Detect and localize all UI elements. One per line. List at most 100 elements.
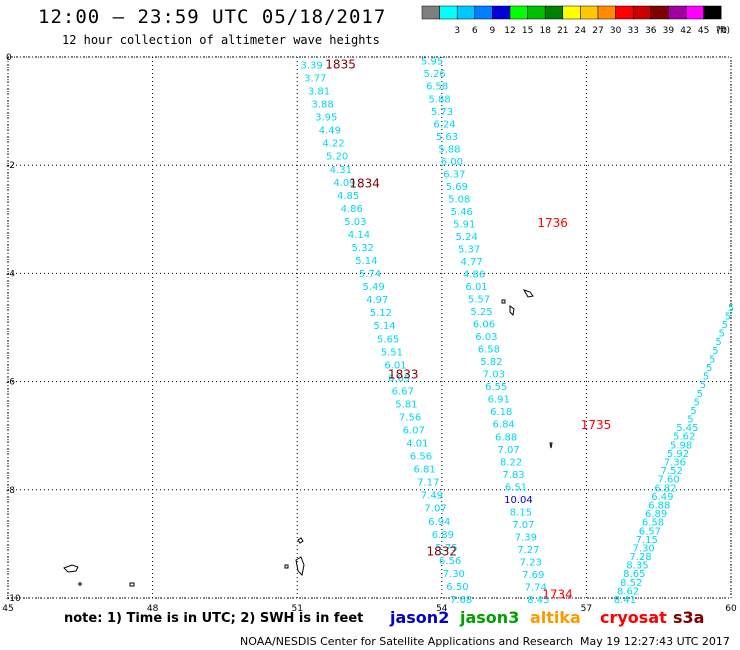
wave-height-label: 4.86 <box>463 270 485 281</box>
wave-height-label: 7.60 <box>657 475 679 486</box>
pass-time-label: 1736 <box>537 216 568 230</box>
wave-height-label: 5.03 <box>344 217 366 228</box>
legend-tick-label: 27 <box>592 26 603 36</box>
lon-tick-label: 60 <box>725 604 737 614</box>
wave-height-label: 5 <box>712 346 718 357</box>
wave-height-label: 5 <box>700 380 706 391</box>
wave-height-label: 5.14 <box>355 256 377 267</box>
wave-height-label: 4.09 <box>333 178 355 189</box>
wave-height-label: 6.88 <box>648 500 670 511</box>
wave-height-label: 7.83 <box>502 470 524 481</box>
wave-height-label: 7.30 <box>443 569 465 580</box>
wave-height-label: 5.14 <box>373 321 395 332</box>
lat-tick-label: -10 <box>6 594 21 604</box>
timestamp-text: May 19 12:27:43 UTC 2017 <box>580 635 730 648</box>
sat-jason2: jason2 <box>390 608 450 627</box>
legend-tick-label: 18 <box>539 26 551 36</box>
wave-height-label: 5.63 <box>436 132 458 143</box>
lat-tick-label: 0 <box>6 53 12 63</box>
legend-tick-label: 21 <box>557 26 568 36</box>
wave-height-label: 6.49 <box>651 492 673 503</box>
wave-height-label: 7.27 <box>517 545 539 556</box>
island-outline <box>297 537 304 544</box>
wave-height-label: 4.01 <box>406 439 428 450</box>
map-subtitle: 12 hour collection of altimeter wave hei… <box>62 33 380 47</box>
wave-height-label: 6.58 <box>478 345 500 356</box>
wave-height-label: 6.06 <box>473 320 495 331</box>
wave-height-label: 6.94 <box>428 517 450 528</box>
wave-height-label: 5 <box>703 372 709 383</box>
wave-height-label: 6.50 <box>446 582 468 593</box>
wave-height-label: 8.65 <box>623 569 645 580</box>
wave-height-label: 7.68 <box>450 595 472 606</box>
island-outline <box>295 556 305 577</box>
wave-height-label: 6.88 <box>495 432 517 443</box>
wave-height-label: 5.24 <box>456 232 478 243</box>
wave-height-label: 5.91 <box>453 219 475 230</box>
legend-tick-label: 9 <box>490 26 496 36</box>
wave-height-label: 8.22 <box>500 457 522 468</box>
legend-tick-label: 15 <box>522 26 533 36</box>
wave-height-label: 6.57 <box>639 526 661 537</box>
wave-height-label: 7.30 <box>633 543 655 554</box>
wave-height-label: 7.17 <box>417 478 439 489</box>
legend-tick-label: 24 <box>575 26 587 36</box>
wave-height-label: 4.77 <box>460 257 482 268</box>
wave-height-label: 4.86 <box>341 204 363 215</box>
wave-height-label: 6.67 <box>392 386 414 397</box>
island-outline <box>522 289 534 298</box>
island-outline <box>284 564 289 569</box>
legend-tick-label: 70 <box>715 26 727 36</box>
wave-height-label: 8.45 <box>527 595 549 606</box>
wave-height-label: 5.88 <box>438 144 460 155</box>
wave-height-label: 3.77 <box>304 74 326 85</box>
wave-height-label: 5.37 <box>458 244 480 255</box>
wave-height-label: 6.24 <box>433 119 455 130</box>
map-title: 12:00 — 23:59 UTC 05/18/2017 <box>38 6 387 28</box>
lat-tick-label: -4 <box>6 269 15 279</box>
wave-height-label: 5 <box>718 329 724 340</box>
wave-height-label: 5.73 <box>431 107 453 118</box>
wave-height-label: 5.12 <box>370 308 392 319</box>
wave-height-label: 5.26 <box>423 69 445 80</box>
wave-height-label: 5 <box>709 354 715 365</box>
wave-height-label: 4.22 <box>322 139 344 150</box>
wave-height-label: 6.07 <box>403 426 425 437</box>
wave-height-label: 6.58 <box>642 518 664 529</box>
wave-height-label: 5.88 <box>428 94 450 105</box>
lon-tick-label: 48 <box>147 604 159 614</box>
wave-height-label: 5.69 <box>446 182 468 193</box>
wave-height-label: 7.39 <box>515 532 537 543</box>
wave-height-label: 6.03 <box>475 332 497 343</box>
wave-height-label: 5 <box>690 406 696 417</box>
wave-height-label: 5.92 <box>667 449 689 460</box>
wave-height-label: 7.23 <box>520 557 542 568</box>
wave-height-label: 5 <box>725 311 731 322</box>
wave-height-label: 6.55 <box>485 382 507 393</box>
wave-height-label: 5.81 <box>395 399 417 410</box>
color-legend: 3 6 9 12 15 18 21 24 27 30 33 36 39 42 45 70(ft) <box>421 5 730 36</box>
wave-height-label: 5 <box>715 337 721 348</box>
wave-height-label: 8.15 <box>510 507 532 518</box>
wave-height-label: 5.20 <box>326 152 348 163</box>
wave-height-label: 7.15 <box>636 535 658 546</box>
wave-height-label: 5.32 <box>352 243 374 254</box>
wave-height-label: 8.35 <box>626 561 648 572</box>
wave-height-label: 5 <box>728 303 734 314</box>
wave-height-label: 6.01 <box>465 282 487 293</box>
pass-time-label: 1734 <box>542 588 573 602</box>
wave-height-label: 5.75 <box>435 543 457 554</box>
wave-height-label: 8.41 <box>614 595 636 606</box>
wave-height-label: 7.49 <box>421 491 443 502</box>
wave-height-label: 6.56 <box>410 452 432 463</box>
wave-height-label: 5.57 <box>468 295 490 306</box>
island-outline <box>501 299 506 304</box>
wave-height-label: 5.74 <box>359 269 381 280</box>
wave-height-label: 5.08 <box>448 194 470 205</box>
footnote: note: 1) Time is in UTC; 2) SWH is in fe… <box>64 611 364 626</box>
lon-tick-label: 51 <box>291 604 302 614</box>
wave-height-label: 5.62 <box>673 432 695 443</box>
wave-height-label: 7.07 <box>512 520 534 531</box>
island-outline <box>78 582 82 586</box>
legend-tick-label: 12 <box>504 26 515 36</box>
